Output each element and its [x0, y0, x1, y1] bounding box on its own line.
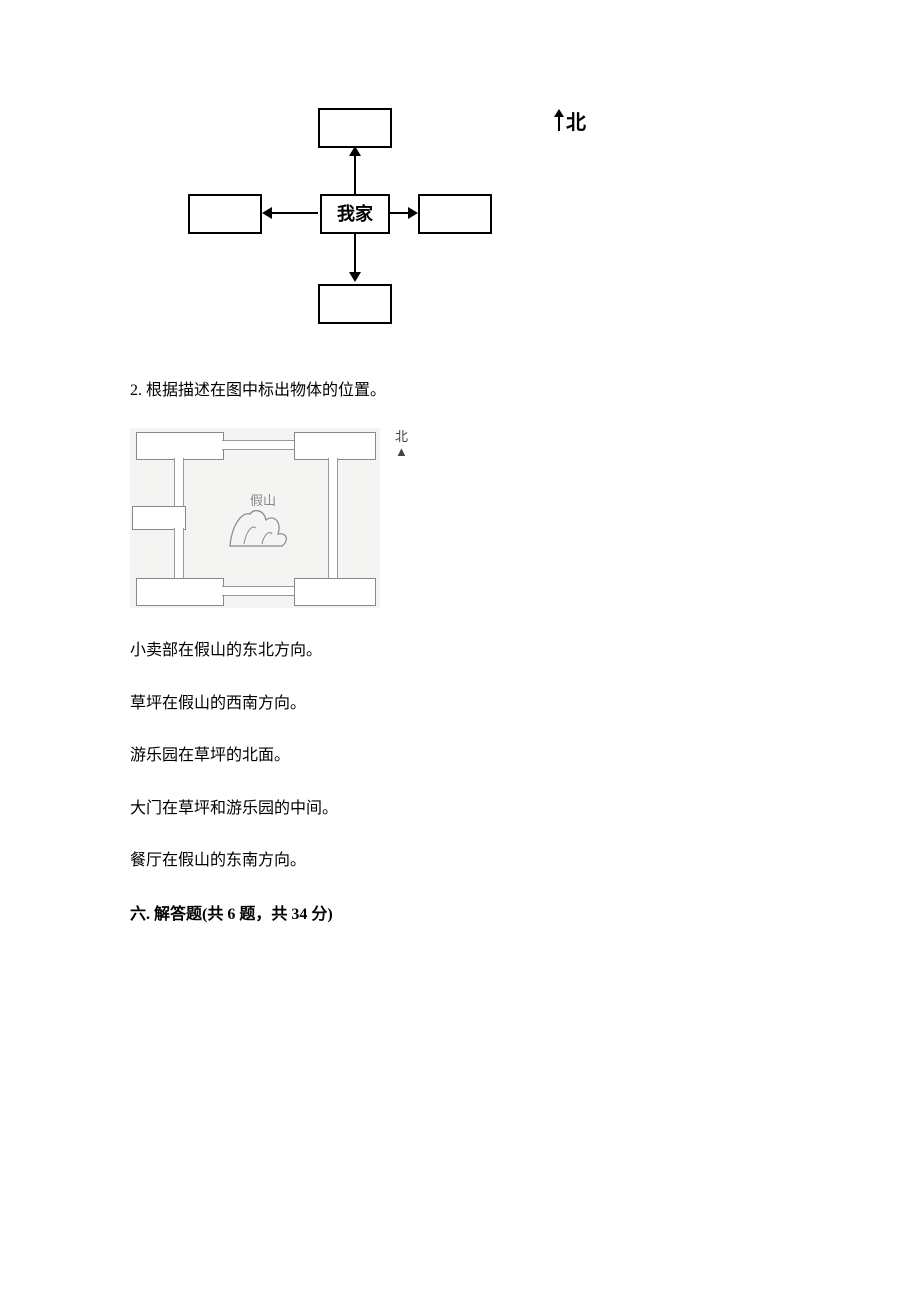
road-top [222, 440, 294, 450]
road-left-top [174, 458, 184, 506]
north-indicator: 北 [552, 106, 586, 135]
arrow-stem-up [354, 156, 356, 194]
road-bottom [222, 586, 294, 596]
south-box [318, 284, 392, 324]
statement-4: 大门在草坪和游乐园的中间。 [130, 794, 790, 824]
map-box-se [294, 578, 376, 606]
map-north-label: 北 [395, 429, 408, 444]
arrow-head-up-icon [349, 146, 361, 156]
arrow-head-down-icon [349, 272, 361, 282]
arrow-stem-right [390, 212, 408, 214]
question-2-title: 2. 根据描述在图中标出物体的位置。 [130, 376, 790, 406]
arrow-head-right-icon [408, 207, 418, 219]
statement-2: 草坪在假山的西南方向。 [130, 689, 790, 719]
statement-5: 餐厅在假山的东南方向。 [130, 846, 790, 876]
east-box [418, 194, 492, 234]
direction-diagram: 北 我家 [170, 100, 590, 340]
map-north-indicator: 北 ▲ [395, 430, 408, 459]
north-box [318, 108, 392, 148]
west-box [188, 194, 262, 234]
arrow-stem-left [272, 212, 318, 214]
rockery-icon [220, 504, 300, 550]
arrow-head-left-icon [262, 207, 272, 219]
map-box-nw [136, 432, 224, 460]
map-box-ne [294, 432, 376, 460]
map-north-arrow-icon: ▲ [395, 444, 408, 459]
north-arrow-icon [552, 109, 566, 133]
center-box: 我家 [320, 194, 390, 234]
statement-1: 小卖部在假山的东北方向。 [130, 636, 790, 666]
statement-3: 游乐园在草坪的北面。 [130, 741, 790, 771]
section-6-heading: 六. 解答题(共 6 题，共 34 分) [130, 900, 790, 930]
map-box-w [132, 506, 186, 530]
map-box-sw [136, 578, 224, 606]
north-label: 北 [566, 106, 586, 135]
road-left-bottom [174, 528, 184, 578]
road-right [328, 458, 338, 578]
park-map: 假山 北 ▲ [130, 428, 410, 608]
center-box-label: 我家 [337, 204, 373, 224]
arrow-stem-down [354, 232, 356, 272]
